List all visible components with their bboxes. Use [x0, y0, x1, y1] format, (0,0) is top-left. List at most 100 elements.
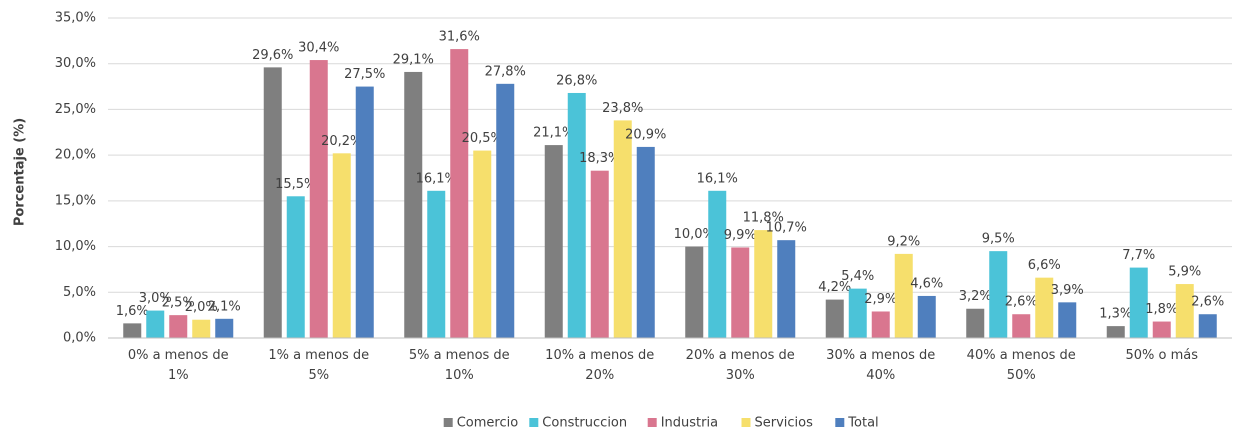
- value-label: 2,6%: [1191, 295, 1224, 310]
- bar: [215, 318, 234, 338]
- bar: [917, 295, 936, 338]
- value-label: 2,1%: [208, 299, 241, 314]
- x-tick-label: 40% a menos de 50%: [966, 348, 1076, 383]
- bar: [286, 196, 305, 338]
- bar: [777, 240, 796, 338]
- value-label: 5,9%: [1168, 265, 1201, 280]
- bar: [169, 315, 188, 338]
- bar: [989, 251, 1008, 338]
- value-label: 2,9%: [864, 292, 897, 307]
- value-label: 15,5%: [275, 177, 316, 192]
- value-label: 21,1%: [533, 126, 574, 141]
- y-tick-label: 15,0%: [55, 193, 96, 208]
- bar: [731, 247, 750, 338]
- bar: [1129, 267, 1148, 338]
- bar: [848, 288, 867, 338]
- x-tick-label: 5% a menos de 10%: [408, 348, 510, 383]
- y-tick-label: 0,0%: [63, 331, 96, 346]
- bar: [309, 60, 328, 339]
- bar: [1152, 321, 1171, 338]
- bar: [123, 323, 142, 338]
- bar: [404, 71, 423, 338]
- value-label: 23,8%: [602, 101, 643, 116]
- value-label: 10,0%: [674, 227, 715, 242]
- value-label: 18,3%: [579, 151, 620, 166]
- bar: [871, 311, 890, 338]
- legend-swatch: [443, 418, 453, 427]
- bar: [1198, 314, 1217, 338]
- x-tick-label: 10% a menos de 20%: [545, 348, 655, 383]
- value-label: 27,5%: [344, 67, 385, 82]
- value-label: 2,6%: [1005, 295, 1038, 310]
- x-tick-label: 30% a menos de 40%: [826, 348, 936, 383]
- x-tick-label: 20% a menos de 30%: [685, 348, 795, 383]
- bar: [894, 253, 913, 338]
- value-label: 20,9%: [625, 127, 666, 142]
- legend-label: Total: [847, 416, 878, 430]
- value-label: 4,6%: [910, 276, 943, 291]
- value-label: 7,7%: [1122, 248, 1155, 263]
- bar: [825, 299, 844, 338]
- value-label: 9,5%: [982, 232, 1015, 247]
- value-label: 2,5%: [162, 296, 195, 311]
- legend-label: Comercio: [457, 416, 519, 430]
- value-label: 3,2%: [959, 289, 992, 304]
- value-label: 3,0%: [139, 291, 172, 306]
- x-tick-label: 1% a menos de 5%: [268, 348, 370, 383]
- y-axis-label: Porcentaje (%): [13, 118, 28, 226]
- x-tick-label: 0% a menos de 1%: [127, 348, 229, 383]
- y-tick-label: 10,0%: [55, 239, 96, 254]
- bar: [1012, 314, 1031, 338]
- bar: [636, 146, 655, 338]
- bar: [146, 310, 165, 338]
- bar: [966, 308, 985, 338]
- y-tick-label: 25,0%: [55, 102, 96, 117]
- value-label: 29,6%: [252, 48, 293, 63]
- bar: [1106, 326, 1125, 338]
- y-tick-label: 5,0%: [63, 285, 96, 300]
- bar: [567, 92, 586, 338]
- value-label: 20,2%: [321, 134, 362, 149]
- y-tick-label: 20,0%: [55, 148, 96, 163]
- value-label: 3,9%: [1051, 283, 1084, 298]
- value-label: 16,1%: [697, 171, 738, 186]
- value-label: 2,0%: [185, 300, 218, 315]
- legend-swatch: [647, 418, 657, 427]
- legend-swatch: [529, 418, 539, 427]
- value-label: 30,4%: [298, 41, 339, 56]
- bar: [685, 246, 704, 338]
- bar: [1035, 277, 1054, 338]
- bar: [355, 86, 374, 338]
- value-label: 1,3%: [1099, 307, 1132, 322]
- bar: [192, 319, 211, 338]
- value-label: 10,7%: [766, 221, 807, 236]
- bar: [1175, 284, 1194, 338]
- value-label: 31,6%: [439, 30, 480, 45]
- bar: [754, 230, 773, 338]
- y-tick-label: 35,0%: [55, 11, 96, 26]
- bar: [427, 190, 446, 338]
- legend-swatch: [741, 418, 751, 427]
- value-label: 20,5%: [462, 131, 503, 146]
- value-label: 27,8%: [485, 64, 526, 79]
- value-label: 9,2%: [887, 234, 920, 249]
- value-label: 26,8%: [556, 73, 597, 88]
- legend-label: Industria: [661, 416, 718, 430]
- value-label: 29,1%: [393, 52, 434, 67]
- bar: [590, 170, 609, 338]
- value-label: 16,1%: [416, 171, 457, 186]
- value-label: 1,6%: [116, 304, 149, 319]
- value-label: 4,2%: [818, 280, 851, 295]
- bar: [263, 67, 282, 338]
- legend-label: Servicios: [755, 416, 814, 430]
- legend-label: Construccion: [542, 416, 627, 430]
- x-tick-label: 50% o más: [1125, 348, 1198, 363]
- value-label: 1,8%: [1145, 302, 1178, 317]
- bar: [450, 49, 469, 338]
- value-label: 9,9%: [724, 228, 757, 243]
- bar: [332, 153, 351, 338]
- legend-swatch: [835, 418, 845, 427]
- bar: [613, 120, 632, 339]
